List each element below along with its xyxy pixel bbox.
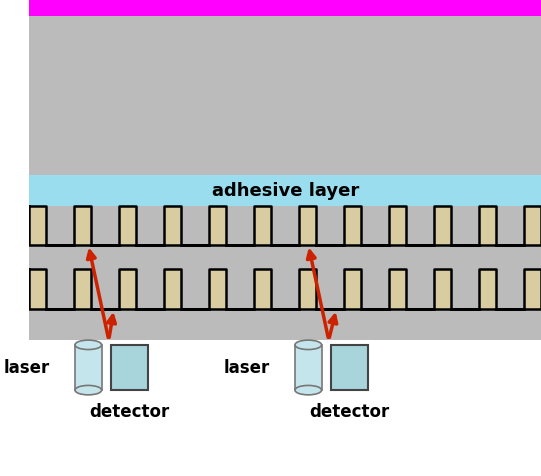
Text: adhesive layer: adhesive layer (212, 181, 359, 199)
Bar (111, 345, 148, 390)
Bar (331, 345, 367, 390)
Bar (91, 269, 120, 309)
Bar (29, 0, 541, 17)
Bar (136, 207, 164, 245)
Bar (451, 207, 479, 245)
Bar (181, 207, 209, 245)
Bar (29, 269, 541, 309)
Ellipse shape (295, 386, 321, 395)
Bar (29, 17, 541, 176)
Bar (361, 269, 389, 309)
Bar (496, 269, 524, 309)
Bar (226, 269, 254, 309)
Bar (136, 269, 164, 309)
Bar (29, 293, 541, 340)
Bar (29, 176, 541, 207)
Ellipse shape (75, 340, 102, 350)
Bar (451, 269, 479, 309)
Ellipse shape (295, 340, 321, 350)
Bar (496, 207, 524, 245)
Bar (316, 269, 344, 309)
Bar (47, 207, 75, 245)
Bar (91, 207, 120, 245)
Text: detector: detector (309, 402, 390, 420)
Bar (406, 207, 434, 245)
Text: detector: detector (89, 402, 169, 420)
Bar (29, 224, 541, 269)
Bar (29, 207, 541, 245)
Text: laser: laser (223, 359, 270, 377)
Bar (271, 269, 299, 309)
Bar (47, 269, 75, 309)
Text: laser: laser (4, 359, 50, 377)
Bar (406, 269, 434, 309)
Bar (361, 207, 389, 245)
Bar (181, 269, 209, 309)
Ellipse shape (75, 386, 102, 395)
Bar (75, 345, 102, 390)
Bar (226, 207, 254, 245)
Bar (271, 207, 299, 245)
Bar (316, 207, 344, 245)
Bar (295, 345, 321, 390)
